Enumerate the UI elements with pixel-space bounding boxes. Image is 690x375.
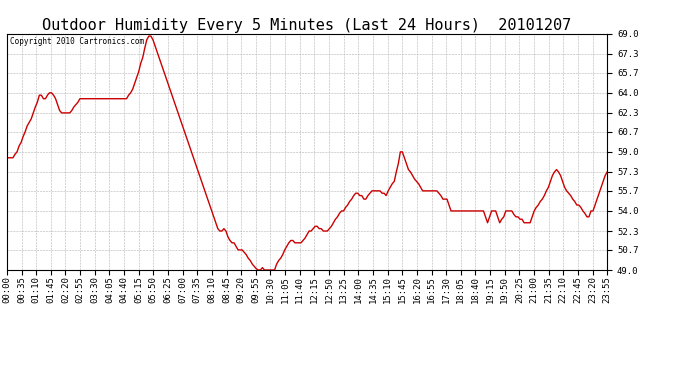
Title: Outdoor Humidity Every 5 Minutes (Last 24 Hours)  20101207: Outdoor Humidity Every 5 Minutes (Last 2… [42,18,572,33]
Text: Copyright 2010 Cartronics.com: Copyright 2010 Cartronics.com [10,37,144,46]
